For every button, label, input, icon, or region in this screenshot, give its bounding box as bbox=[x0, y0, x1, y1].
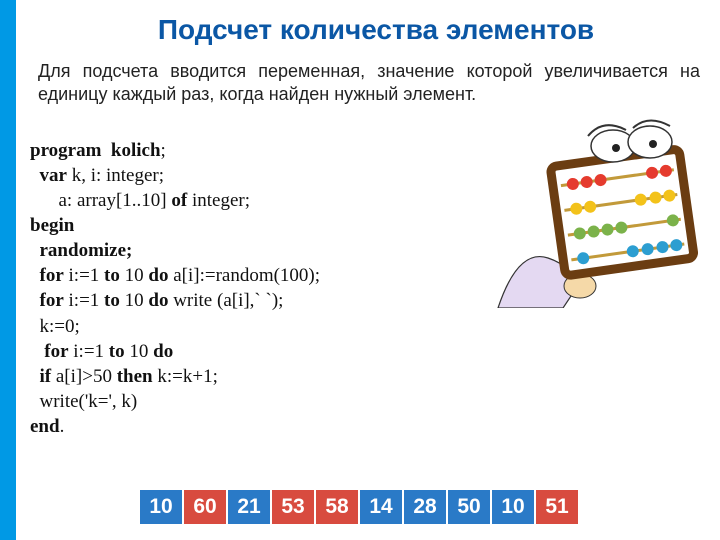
array-cell: 10 bbox=[490, 488, 536, 526]
array-cell: 60 bbox=[182, 488, 228, 526]
array-cell: 14 bbox=[358, 488, 404, 526]
array-cell: 50 bbox=[446, 488, 492, 526]
array-cell: 53 bbox=[270, 488, 316, 526]
kw-program: program kolich bbox=[30, 140, 161, 161]
abacus-illustration bbox=[488, 108, 698, 308]
array-cell: 28 bbox=[402, 488, 448, 526]
array-cell: 51 bbox=[534, 488, 580, 526]
left-accent-stripe bbox=[0, 0, 16, 540]
kw-end: end bbox=[30, 416, 60, 437]
kw-of: of bbox=[171, 190, 187, 211]
intro-paragraph: Для подсчета вводится переменная, значен… bbox=[38, 60, 700, 105]
kw-randomize: randomize; bbox=[30, 240, 132, 261]
array-table: 10602153581428501051 bbox=[138, 488, 580, 526]
kw-begin: begin bbox=[30, 215, 74, 236]
page-title: Подсчет количества элементов bbox=[76, 14, 676, 46]
array-cell: 21 bbox=[226, 488, 272, 526]
code-listing: program kolich; var k, i: integer; a: ar… bbox=[30, 138, 320, 439]
array-cell: 58 bbox=[314, 488, 360, 526]
array-cell: 10 bbox=[138, 488, 184, 526]
kw-var: var bbox=[30, 165, 67, 186]
